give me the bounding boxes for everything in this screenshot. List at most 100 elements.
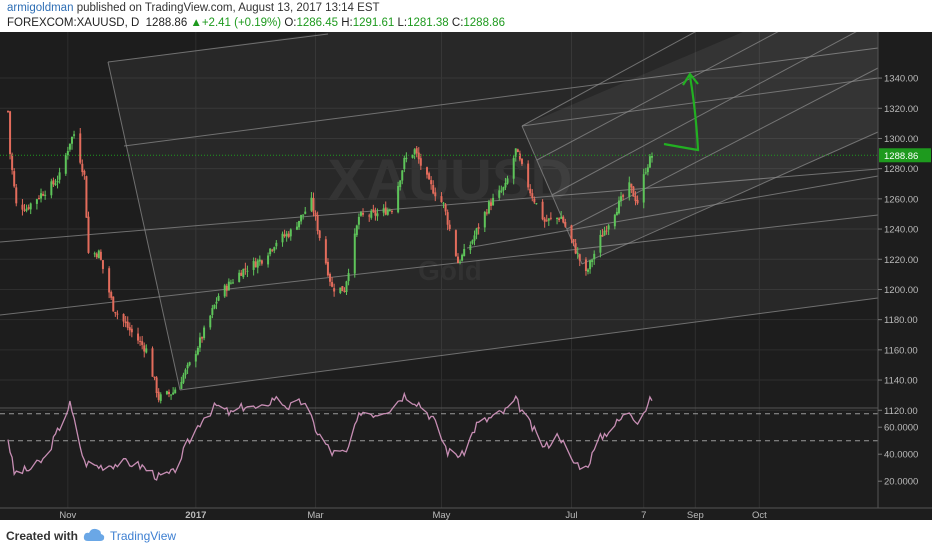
candle-body bbox=[151, 348, 154, 377]
candle-body bbox=[122, 314, 125, 322]
candle-body bbox=[390, 211, 393, 213]
candle-body bbox=[124, 321, 127, 324]
parallel-channel-line[interactable] bbox=[0, 214, 879, 316]
candle-body bbox=[44, 194, 47, 196]
pitchfork-median-line[interactable] bbox=[123, 47, 879, 147]
candle-body bbox=[87, 216, 90, 253]
candle-body bbox=[281, 233, 284, 243]
last-price-badge-label: 1288.86 bbox=[884, 151, 918, 162]
annotation-arrow[interactable] bbox=[663, 72, 700, 152]
candle-body bbox=[256, 260, 259, 268]
candle-body bbox=[456, 256, 459, 264]
time-tick-label: Mar bbox=[307, 510, 323, 520]
candle-body bbox=[333, 288, 336, 292]
candle-body bbox=[269, 248, 272, 255]
candle-body bbox=[605, 230, 608, 232]
candle-body bbox=[362, 213, 365, 215]
time-tick-label: Jul bbox=[565, 510, 577, 520]
candle-body bbox=[359, 212, 362, 216]
candle-body bbox=[512, 157, 515, 179]
chart-area[interactable]: XAUUSD Gold 1340.00 1320.00 1300.00 1280.00… bbox=[0, 12, 932, 521]
candle-body bbox=[81, 163, 84, 173]
candle-body bbox=[353, 233, 356, 274]
candle-body bbox=[403, 158, 406, 170]
candle-body bbox=[223, 285, 226, 297]
candle-body bbox=[564, 222, 567, 227]
candle-body bbox=[413, 149, 416, 155]
candle-body bbox=[227, 281, 230, 291]
candle-body bbox=[560, 216, 563, 219]
arrow-head-icon[interactable] bbox=[682, 72, 699, 86]
channel-top-line[interactable] bbox=[521, 77, 879, 127]
candle-body bbox=[252, 260, 255, 270]
candle-body bbox=[15, 187, 18, 204]
candle-body bbox=[428, 173, 431, 180]
candle-body bbox=[372, 209, 375, 212]
candle-body bbox=[440, 196, 443, 203]
small-pitchfork-lower-tine[interactable] bbox=[581, 131, 879, 265]
candle-body bbox=[533, 198, 536, 203]
candle-body bbox=[68, 143, 71, 150]
candle-body bbox=[273, 247, 276, 251]
upward-arrow-stroke[interactable] bbox=[663, 75, 700, 152]
candle-body bbox=[182, 374, 185, 383]
candle-body bbox=[386, 209, 389, 215]
candle-body bbox=[473, 235, 476, 241]
candle-body bbox=[35, 199, 38, 204]
small-pitchfork-level[interactable] bbox=[536, 19, 801, 161]
candle-body bbox=[471, 240, 474, 244]
candle-body bbox=[558, 218, 561, 221]
candle-body bbox=[314, 212, 317, 216]
candle-body bbox=[459, 261, 462, 263]
candle-body bbox=[603, 230, 606, 236]
candle-body bbox=[85, 176, 88, 218]
candle-body bbox=[316, 215, 319, 231]
candle-body bbox=[622, 195, 625, 197]
pitchfork-lower-tine[interactable] bbox=[179, 297, 879, 391]
author-link[interactable]: armigoldman bbox=[7, 2, 74, 14]
candle-body bbox=[186, 364, 189, 369]
candle-body bbox=[374, 211, 377, 216]
candle-body bbox=[543, 218, 546, 222]
small-pitchfork-median[interactable] bbox=[551, 19, 879, 196]
candle-body bbox=[54, 183, 57, 186]
tradingview-brand-link[interactable]: TradingView bbox=[110, 529, 177, 543]
candle-body bbox=[514, 148, 517, 157]
candle-body bbox=[310, 197, 313, 211]
high-value: 1291.61 bbox=[352, 17, 395, 29]
candle-body bbox=[172, 392, 175, 395]
candle-body bbox=[240, 272, 243, 276]
pitchfork-handle-line[interactable] bbox=[107, 61, 181, 391]
candle-body bbox=[209, 315, 212, 328]
up-triangle-icon: ▲ bbox=[190, 17, 202, 29]
candle-body bbox=[271, 249, 274, 251]
candle-body bbox=[382, 208, 385, 213]
price-chart-svg[interactable]: XAUUSD Gold 1340.00 1320.00 1300.00 1280.00… bbox=[0, 12, 932, 521]
candle-body bbox=[399, 180, 402, 187]
candle-body bbox=[203, 327, 206, 339]
candle-body bbox=[174, 389, 177, 394]
channel-mid-line[interactable] bbox=[466, 175, 879, 249]
small-pitchfork-upper-tine[interactable] bbox=[521, 25, 707, 127]
candle-body bbox=[180, 381, 183, 389]
candle-body bbox=[196, 348, 199, 355]
candle-body bbox=[442, 202, 445, 204]
candle-body bbox=[21, 204, 24, 210]
candle-body bbox=[110, 292, 113, 298]
candle-body bbox=[285, 233, 288, 237]
parallel-channel-line[interactable] bbox=[0, 168, 879, 243]
candle-body bbox=[432, 185, 435, 194]
candle-body bbox=[599, 234, 602, 253]
publish-info: published on TradingView.com, August 13,… bbox=[76, 2, 380, 14]
rsi-tick-label: 60.0000 bbox=[884, 423, 918, 434]
price-tick-label: 1160.00 bbox=[884, 345, 918, 356]
candle-body bbox=[648, 156, 651, 168]
candle-body bbox=[430, 180, 433, 185]
candle-body bbox=[141, 341, 144, 345]
candle-body bbox=[498, 190, 501, 198]
low-value: 1281.38 bbox=[407, 17, 449, 29]
candle-body bbox=[201, 337, 204, 339]
pitchfork-upper-tine[interactable] bbox=[107, 33, 329, 63]
candle-body bbox=[490, 202, 492, 206]
candle-body bbox=[267, 255, 270, 265]
